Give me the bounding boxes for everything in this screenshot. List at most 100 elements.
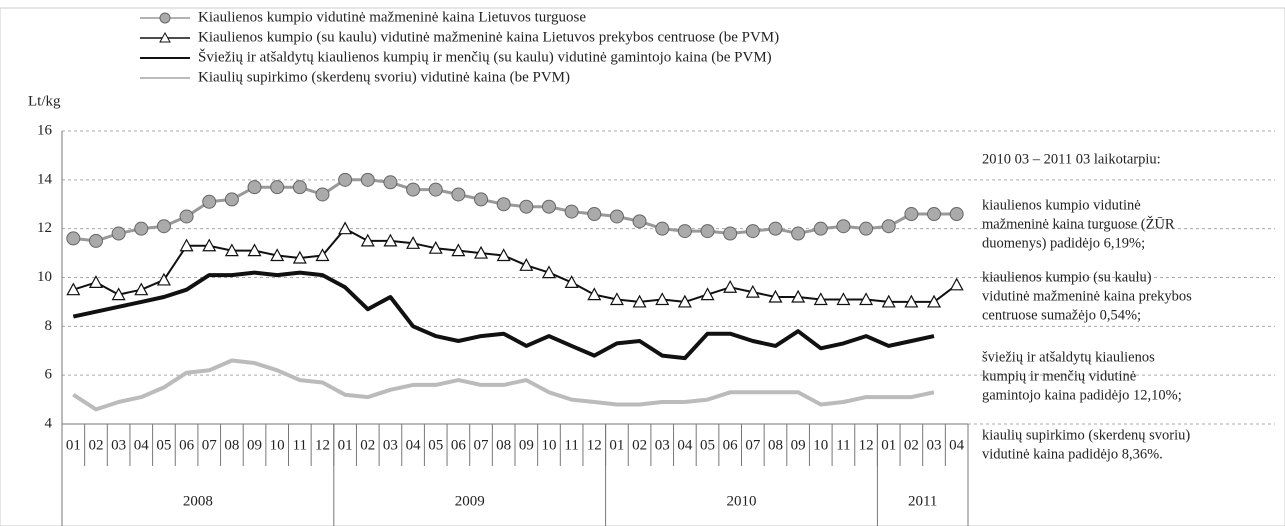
y-tick-label: 10: [37, 269, 52, 285]
marker: [541, 199, 556, 214]
marker: [949, 277, 964, 291]
group-label: 2011: [908, 493, 937, 509]
x-tick-label: 02: [360, 437, 375, 453]
x-tick-label: 09: [519, 437, 534, 453]
marker: [609, 209, 624, 224]
marker: [383, 233, 398, 247]
series-line: [72, 270, 935, 361]
marker: [745, 284, 760, 298]
marker: [406, 182, 421, 197]
marker: [88, 233, 103, 248]
x-tick-label: 06: [723, 437, 739, 453]
x-tick-label: 01: [338, 437, 353, 453]
marker: [338, 221, 353, 235]
group-label: 2010: [727, 493, 757, 509]
legend-label: Kiaulienos kumpio (su kaulu) vidutinė ma…: [198, 29, 779, 45]
x-tick-label: 01: [66, 437, 81, 453]
legend-label: Kiaulienos kumpio vidutinė mažmeninė kai…: [198, 9, 586, 25]
marker: [111, 226, 126, 241]
marker: [406, 236, 421, 249]
marker: [111, 287, 126, 301]
x-tick-label: 10: [813, 437, 828, 453]
frame: [0, 7, 1285, 526]
x-tick-label: 04: [949, 437, 965, 453]
marker: [881, 294, 896, 308]
marker: [428, 182, 443, 197]
marker: [519, 258, 534, 271]
x-tick-label: 07: [202, 437, 218, 453]
x-tick-label: 04: [134, 437, 150, 453]
marker: [700, 224, 715, 239]
marker: [859, 221, 874, 236]
x-tick-label: 10: [270, 437, 285, 453]
x-tick-label: 11: [564, 437, 578, 453]
marker: [609, 292, 624, 306]
marker: [541, 265, 556, 279]
marker: [66, 231, 81, 246]
annotation: šviežių ir atšaldytų kiaulienos: [982, 349, 1155, 365]
series-line: [73, 178, 957, 243]
marker: [927, 294, 942, 308]
x-tick-label: 03: [383, 437, 398, 453]
marker: [791, 226, 806, 241]
marker: [134, 282, 149, 296]
y-tick-label: 8: [45, 318, 53, 334]
annotation: vidutinė kaina padidėjo 8,36%.: [982, 446, 1163, 462]
x-tick-label: 02: [904, 437, 919, 453]
legend-marker: [159, 12, 171, 24]
marker: [315, 248, 330, 262]
marker: [202, 238, 217, 252]
annotation: kiaulienos kumpio vidutinė: [982, 197, 1141, 213]
marker: [677, 224, 692, 239]
x-tick-label: 02: [632, 437, 647, 453]
marker: [451, 243, 466, 257]
x-tick-label: 07: [474, 437, 490, 453]
x-tick-label: 05: [156, 437, 171, 453]
annotation: duomenys) padidėjo 6,19%;: [982, 235, 1145, 251]
legend-label: Šviežių ir atšaldytų kiaulienos kumpių i…: [198, 48, 772, 65]
marker: [451, 187, 466, 202]
marker: [224, 243, 239, 257]
x-tick-label: 01: [609, 437, 624, 453]
marker: [677, 294, 692, 308]
marker: [927, 207, 942, 222]
x-tick-label: 04: [406, 437, 422, 453]
x-tick-label: 12: [315, 437, 330, 453]
marker: [360, 233, 375, 247]
legend-label: Kiaulių supirkimo (skerdenų svoriu) vidu…: [198, 69, 570, 85]
marker: [791, 289, 806, 303]
x-tick-label: 05: [428, 437, 443, 453]
marker: [292, 180, 307, 195]
marker: [904, 294, 919, 308]
marker: [66, 282, 81, 296]
series-line: [72, 358, 935, 412]
marker: [768, 221, 783, 236]
marker: [655, 292, 670, 306]
annotation: kiaulių supirkimo (skerdenų svoriu): [982, 427, 1190, 443]
marker: [474, 192, 489, 207]
marker: [360, 172, 375, 187]
marker: [338, 172, 353, 187]
marker: [587, 207, 602, 222]
marker: [723, 280, 738, 293]
marker: [496, 248, 511, 262]
marker: [474, 245, 489, 259]
x-tick-label: 11: [836, 437, 850, 453]
marker: [768, 289, 783, 303]
marker: [700, 287, 715, 301]
group-label: 2008: [183, 493, 213, 509]
x-tick-label: 02: [88, 437, 103, 453]
marker: [564, 204, 579, 219]
marker: [224, 192, 239, 207]
marker: [247, 180, 262, 195]
marker: [949, 207, 964, 222]
marker: [428, 240, 443, 254]
x-tick-label: 05: [700, 437, 715, 453]
marker: [813, 221, 828, 236]
annotation: 2010 03 – 2011 03 laikotarpiu:: [982, 151, 1161, 167]
x-tick-label: 11: [293, 437, 307, 453]
marker: [496, 197, 511, 212]
annotation: gamintojo kaina padidėjo 12,10%;: [982, 387, 1182, 403]
x-tick-label: 07: [745, 437, 761, 453]
marker: [723, 226, 738, 241]
